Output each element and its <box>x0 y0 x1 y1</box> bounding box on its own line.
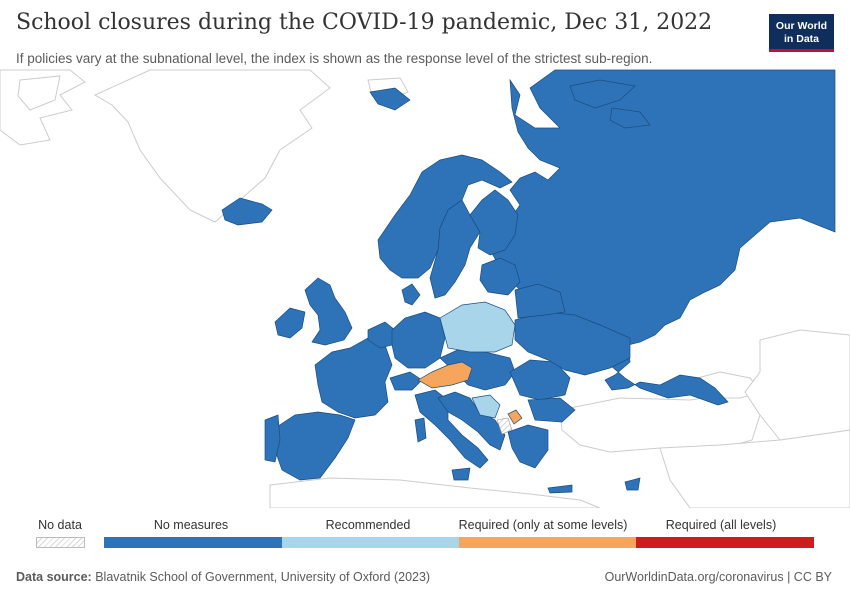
region-crete[interactable] <box>547 484 573 494</box>
no-data-outlines <box>0 69 850 508</box>
no-measures-regions <box>221 69 836 494</box>
legend-no-data-swatch[interactable] <box>36 537 85 548</box>
greenland-outline <box>93 69 331 223</box>
logo-line-2: in Data <box>783 32 819 45</box>
region-portugal[interactable] <box>264 414 281 463</box>
region-germany[interactable] <box>391 311 446 369</box>
region-bulgaria[interactable] <box>527 397 576 423</box>
legend-required-all-label: Required (all levels) <box>665 518 777 532</box>
region-belarus[interactable] <box>514 283 566 319</box>
region-kosovo[interactable] <box>507 409 523 425</box>
legend-swatch-required-some[interactable] <box>459 537 636 548</box>
region-poland[interactable] <box>439 301 516 353</box>
legend-swatch-recommended[interactable] <box>282 537 459 548</box>
region-ireland[interactable] <box>274 307 306 339</box>
region-switzerland[interactable] <box>389 371 423 391</box>
owid-logo[interactable]: Our World in Data <box>769 14 834 52</box>
turkey-outline <box>559 391 761 453</box>
region-sardinia[interactable] <box>414 417 427 443</box>
region-ukraine[interactable] <box>514 311 631 376</box>
recommended-regions <box>439 301 516 419</box>
data-source: Data source: Blavatnik School of Governm… <box>16 570 430 584</box>
region-austria[interactable] <box>417 361 473 389</box>
region-balkans-west[interactable] <box>437 391 506 451</box>
region-cyprus[interactable] <box>624 477 641 491</box>
region-uk[interactable] <box>304 277 353 346</box>
region-france[interactable] <box>314 337 393 419</box>
region-finland[interactable] <box>469 189 519 256</box>
region-iceland[interactable] <box>221 197 273 226</box>
region-montenegro[interactable] <box>496 417 513 435</box>
footer-link[interactable]: OurWorldinData.org/coronavirus | CC BY <box>604 570 832 584</box>
region-bosnia[interactable] <box>471 394 501 419</box>
legend-required-some-label: Required (only at some levels) <box>458 518 628 532</box>
region-romania[interactable] <box>509 359 571 401</box>
chart-subtitle: If policies vary at the subnational leve… <box>16 51 653 66</box>
legend-no-data-label: No data <box>38 518 82 532</box>
region-spain[interactable] <box>274 411 356 481</box>
region-novaya-zemlya[interactable] <box>609 107 651 129</box>
chart-title: School closures during the COVID-19 pand… <box>16 10 713 35</box>
europe-map[interactable] <box>0 68 850 508</box>
region-svalbard-blue[interactable] <box>369 87 411 111</box>
canadian-island-outline <box>17 75 61 111</box>
logo-line-1: Our World <box>775 19 828 32</box>
region-denmark[interactable] <box>401 283 421 306</box>
central-asia-outline <box>744 329 850 441</box>
legend-swatch-required-all[interactable] <box>636 537 814 548</box>
legend-swatch-no-measures[interactable] <box>104 537 282 548</box>
region-greece[interactable] <box>507 424 549 469</box>
data-source-label: Data source: <box>16 570 92 584</box>
north-africa-outline <box>269 477 601 508</box>
data-source-text[interactable]: Blavatnik School of Government, Universi… <box>95 570 431 584</box>
required-some-regions <box>417 361 523 425</box>
region-sicily[interactable] <box>451 467 471 481</box>
legend-recommended-label: Recommended <box>325 518 411 532</box>
region-russia-islands[interactable] <box>569 79 636 109</box>
legend-no-measures-label: No measures <box>153 518 229 532</box>
middle-east-outline <box>659 429 850 508</box>
region-baltics[interactable] <box>479 257 521 296</box>
